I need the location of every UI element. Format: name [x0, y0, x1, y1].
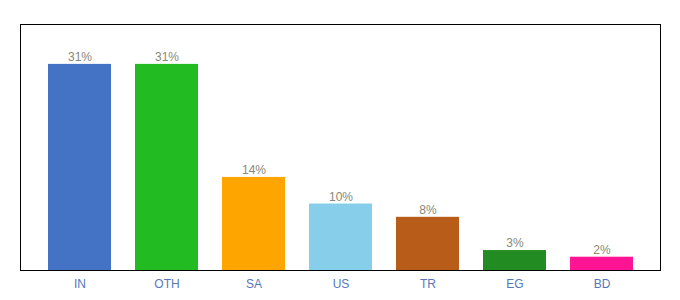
svg-text:14%: 14%	[242, 163, 266, 177]
svg-text:BD: BD	[594, 277, 611, 291]
svg-text:OTH: OTH	[154, 277, 179, 291]
svg-text:EG: EG	[506, 277, 523, 291]
svg-text:3%: 3%	[506, 236, 524, 250]
svg-text:8%: 8%	[419, 203, 437, 217]
svg-text:31%: 31%	[68, 50, 92, 64]
svg-text:IN: IN	[74, 277, 86, 291]
svg-text:2%: 2%	[593, 243, 611, 257]
svg-text:TR: TR	[420, 277, 436, 291]
svg-text:31%: 31%	[155, 50, 179, 64]
svg-text:US: US	[333, 277, 350, 291]
svg-text:SA: SA	[246, 277, 262, 291]
svg-text:10%: 10%	[329, 190, 353, 204]
